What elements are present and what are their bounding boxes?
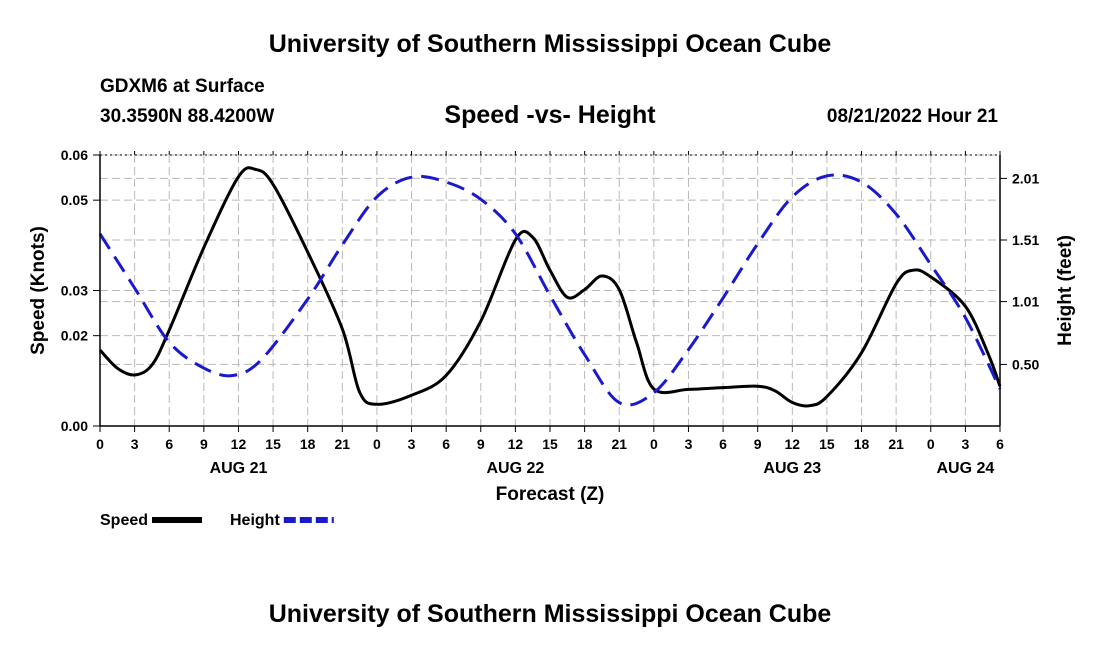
x-tick-label: 3 bbox=[131, 436, 139, 452]
speed-series-line bbox=[98, 166, 1002, 408]
x-tick-label: 15 bbox=[542, 436, 558, 452]
y-tick-label: 0.02 bbox=[61, 328, 88, 344]
legend-label-height: Height bbox=[230, 512, 280, 529]
x-tick-label: 18 bbox=[577, 436, 593, 452]
axes: 0 3 6 9 12 15 18 21 0 3 6 9 12 15 18 21 0 3 6 9 12 15 18 21 0 3 6A… bbox=[28, 147, 1076, 505]
x-tick-label: 3 bbox=[961, 436, 969, 452]
series-layer bbox=[98, 166, 1002, 408]
y2-tick-label: 1.51 bbox=[1012, 232, 1039, 248]
x-axis-title: Forecast (Z) bbox=[496, 484, 605, 505]
y2-tick-label: 0.50 bbox=[1012, 356, 1039, 372]
x-tick-label: 0 bbox=[927, 436, 935, 452]
chart-title: Speed -vs- Height bbox=[444, 101, 656, 129]
legend: Speed Height bbox=[100, 512, 334, 529]
station-label: GDXM6 at Surface bbox=[100, 76, 265, 97]
y-tick-label: 0.06 bbox=[61, 147, 88, 163]
x-tick-label: 12 bbox=[785, 436, 801, 452]
y-axis-title: Speed (Knots) bbox=[28, 226, 49, 355]
date-label: AUG 22 bbox=[486, 460, 544, 477]
x-tick-label: 21 bbox=[611, 436, 627, 452]
forecast-datetime: 08/21/2022 Hour 21 bbox=[826, 106, 998, 127]
x-tick-label: 12 bbox=[508, 436, 524, 452]
date-label: AUG 24 bbox=[936, 460, 994, 477]
height-series-line bbox=[98, 173, 1002, 407]
y-tick-label: 0.00 bbox=[61, 418, 88, 434]
date-label: AUG 23 bbox=[763, 460, 821, 477]
y2-tick-label: 1.01 bbox=[1012, 294, 1039, 310]
x-tick-label: 9 bbox=[477, 436, 485, 452]
x-tick-label: 6 bbox=[165, 436, 173, 452]
x-tick-label: 0 bbox=[650, 436, 658, 452]
y-tick-label: 0.03 bbox=[61, 283, 88, 299]
x-tick-label: 9 bbox=[754, 436, 762, 452]
x-tick-label: 0 bbox=[96, 436, 104, 452]
coordinates-label: 30.3590N 88.4200W bbox=[100, 106, 275, 127]
x-tick-label: 6 bbox=[996, 436, 1004, 452]
x-tick-label: 21 bbox=[335, 436, 351, 452]
x-tick-label: 15 bbox=[819, 436, 835, 452]
y2-tick-label: 2.01 bbox=[1012, 170, 1039, 186]
x-tick-label: 18 bbox=[300, 436, 316, 452]
footer-title: University of Southern Mississippi Ocean… bbox=[268, 600, 832, 628]
x-tick-label: 21 bbox=[888, 436, 904, 452]
x-tick-label: 6 bbox=[719, 436, 727, 452]
x-tick-label: 12 bbox=[231, 436, 247, 452]
main-title: University of Southern Mississippi Ocean… bbox=[268, 30, 832, 58]
legend-label-speed: Speed bbox=[100, 512, 148, 529]
x-tick-label: 0 bbox=[373, 436, 381, 452]
x-tick-label: 3 bbox=[408, 436, 416, 452]
x-tick-label: 3 bbox=[685, 436, 693, 452]
x-tick-label: 9 bbox=[200, 436, 208, 452]
y2-axis-title: Height (feet) bbox=[1055, 235, 1076, 346]
grid bbox=[100, 154, 1000, 426]
y-tick-label: 0.05 bbox=[61, 192, 88, 208]
x-tick-label: 6 bbox=[442, 436, 450, 452]
x-tick-label: 18 bbox=[854, 436, 870, 452]
date-label: AUG 21 bbox=[210, 460, 268, 477]
x-tick-label: 15 bbox=[265, 436, 281, 452]
